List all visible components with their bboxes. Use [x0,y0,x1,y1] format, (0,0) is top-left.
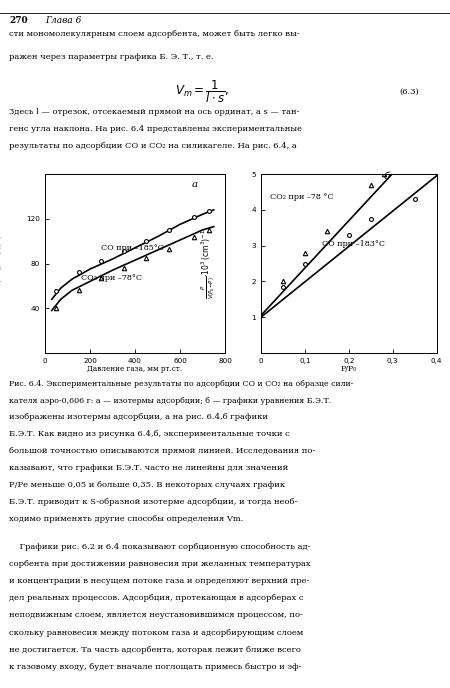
Text: неподвижным слоем, является неустановившимся процессом, по-: неподвижным слоем, является неустановивш… [9,612,303,619]
Text: большой точностью описываются прямой линией. Исследования по-: большой точностью описываются прямой лин… [9,447,315,455]
Text: Рис. 6.4. Экспериментальные результаты по адсорбции CO и CO₂ на образце сили-: Рис. 6.4. Экспериментальные результаты п… [9,380,353,387]
Text: не достигается. Та часть адсорбента, которая лежит ближе всего: не достигается. Та часть адсорбента, кот… [9,645,301,654]
Text: ходимо применять другие способы определения Vm.: ходимо применять другие способы определе… [9,515,243,523]
Text: сти мономолекулярным слоем адсорбента, может быть легко вы-: сти мономолекулярным слоем адсорбента, м… [9,30,300,38]
Text: CO при –185°C: CO при –185°C [101,244,164,252]
X-axis label: Давление газа, мм рт.ст.: Давление газа, мм рт.ст. [87,365,183,373]
Text: Адсорбированный объём,
см³(газ)/см³(адс.): Адсорбированный объём, см³(газ)/см³(адс.… [0,221,2,306]
Text: а: а [191,180,198,189]
Text: CO₂ при –78°C: CO₂ при –78°C [81,275,142,282]
Text: ражен через параметры графика Б. Э. Т., т. е.: ражен через параметры графика Б. Э. Т., … [9,53,213,61]
Text: результаты по адсорбции CO и CO₂ на силикагеле. На рис. 6.4, а: результаты по адсорбции CO и CO₂ на сили… [9,142,297,150]
Text: и концентрации в несущем потоке газа и определяют верхний пре-: и концентрации в несущем потоке газа и о… [9,577,310,585]
Text: 270: 270 [9,16,27,25]
Text: Глава 6: Глава 6 [45,16,81,25]
Text: б: б [384,173,390,182]
Text: дел реальных процессов. Адсорбция, протекающая в адсорберах с: дел реальных процессов. Адсорбция, проте… [9,594,303,603]
Text: сорбента при достижении равновесия при желанных температурах: сорбента при достижении равновесия при ж… [9,560,310,568]
Text: Б.Э.Т. приводит к S-образной изотерме адсорбции, и тогда необ-: Б.Э.Т. приводит к S-образной изотерме ад… [9,498,297,506]
Text: изображены изотермы адсорбции, а на рис. 6.4,б графики: изображены изотермы адсорбции, а на рис.… [9,413,268,421]
X-axis label: P/P₀: P/P₀ [341,365,357,373]
Text: казывают, что графики Б.Э.Т. часто не линейны для значений: казывают, что графики Б.Э.Т. часто не ли… [9,464,288,472]
Text: CO при –183°C: CO при –183°C [322,239,385,248]
Text: Графики рис. 6.2 и 6.4 показывают сорбционную способность ад-: Графики рис. 6.2 и 6.4 показывают сорбци… [9,544,310,551]
Text: кателя аэро-0,606 г: а — изотермы адсорбции; б — графики уравнения Б.Э.Т.: кателя аэро-0,606 г: а — изотермы адсорб… [9,397,331,405]
Text: CO₂ при –78 °C: CO₂ при –78 °C [270,193,333,201]
Text: $V_m = \dfrac{1}{l \cdot s},$: $V_m = \dfrac{1}{l \cdot s},$ [175,78,230,105]
Text: к газовому входу, будет вначале поглощать примесь быстро и эф-: к газовому входу, будет вначале поглощат… [9,663,302,671]
Text: Б.Э.Т. Как видно из рисунка 6.4,б, экспериментальные точки с: Б.Э.Т. Как видно из рисунка 6.4,б, экспе… [9,430,290,438]
Text: (6.3): (6.3) [400,87,419,96]
Text: Здесь l — отрезок, отсекаемый прямой на ось ординат, а s — тан-: Здесь l — отрезок, отсекаемый прямой на … [9,108,300,116]
Text: P/Pе меньше 0,05 и больше 0,35. В некоторых случаях график: P/Pе меньше 0,05 и больше 0,35. В некото… [9,481,285,489]
Text: скольку равновесия между потоком газа и адсорбирующим слоем: скольку равновесия между потоком газа и … [9,629,303,636]
Text: $\frac{P}{V(P_0{-}P)}{\cdot}10^3\,(\mathrm{cm}^3)^{-1}$: $\frac{P}{V(P_0{-}P)}{\cdot}10^3\,(\math… [200,228,217,299]
Text: генс угла наклона. На рис. 6.4 представлены экспериментальные: генс угла наклона. На рис. 6.4 представл… [9,125,302,133]
